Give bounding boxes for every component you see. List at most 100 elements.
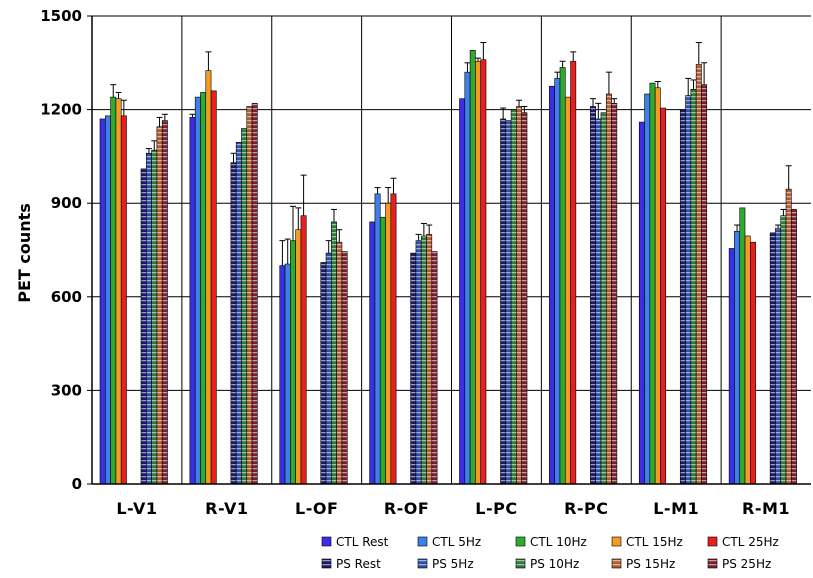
axes: 0 300 600 900 1200 1500 L-V1 R-V1 L-OF R-OF L-PC R-… [40,7,811,518]
bar-L-V1-PS-10Hz [151,149,158,485]
bar-R-PC-PS-Rest [590,106,596,485]
x-tick-label: R-V1 [205,499,248,518]
x-tick-label: R-PC [564,499,608,518]
bar-L-M1-CTL-25Hz [660,107,667,485]
bar-R-M1-CTL-Rest [728,248,735,485]
y-axis-label: PET counts [15,203,34,303]
bar-R-OF-PS-5Hz [415,240,422,485]
bar-R-V1-CTL-5Hz [194,96,201,485]
bar-L-OF-CTL-15Hz [295,229,302,485]
bar-R-M1-CTL-15Hz [744,235,751,485]
bar-R-OF-CTL-Rest [369,221,376,485]
legend-swatch [321,536,332,547]
bar-L-M1-PS-15Hz [695,64,702,485]
x-tick-label: R-OF [384,499,430,518]
bar-L-V1-CTL-15Hz [115,98,122,485]
legend-swatch [611,558,622,569]
bar-R-M1-PS-15Hz [785,188,792,485]
bar-R-OF-CTL-10Hz [379,216,386,485]
bar-L-M1-CTL-Rest [638,121,645,485]
legend-label: CTL 25Hz [722,535,779,549]
bar-L-M1-PS-5Hz [685,95,692,485]
legend-label: PS 25Hz [722,557,771,571]
bar-R-M1-PS-5Hz [775,227,782,485]
bar-R-M1-PS-10Hz [780,215,787,485]
bar-R-V1-PS-Rest [230,162,237,485]
legend-label: PS 15Hz [626,557,675,571]
bar-L-OF-PS-25Hz [341,251,348,485]
bar-R-M1-CTL-10Hz [739,207,746,485]
bar-L-V1-CTL-10Hz [110,96,117,485]
bar-L-M1-CTL-15Hz [654,87,661,485]
bar-L-M1-PS-10Hz [690,89,697,485]
bar-L-M1-CTL-5Hz [644,93,651,485]
bar-L-OF-PS-15Hz [336,241,343,485]
legend: CTL Rest CTL 5Hz CTL 10Hz CTL 15Hz CTL 25Hz P… [321,535,779,571]
bar-L-OF-CTL-10Hz [290,240,296,485]
bar-R-OF-PS-25Hz [431,251,438,485]
bar-L-M1-CTL-10Hz [649,82,656,485]
bar-R-PC-CTL-25Hz [570,60,577,485]
bar-L-V1-CTL-Rest [99,118,106,485]
bar-R-M1-CTL-5Hz [734,230,741,485]
bar-R-V1-PS-15Hz [246,106,253,485]
bar-R-OF-CTL-25Hz [390,193,397,485]
legend-label: CTL 5Hz [432,535,481,549]
legend-swatch [707,536,718,547]
bar-R-V1-CTL-25Hz [210,90,217,485]
bar-L-PC-CTL-Rest [459,98,466,485]
legend-swatch [515,558,526,569]
legend-swatch [417,536,428,547]
bar-L-PC-PS-Rest [500,118,507,485]
bar-R-M1-PS-Rest [769,232,776,485]
legend-label: PS 10Hz [530,557,579,571]
bar-L-OF-PS-5Hz [325,252,332,485]
bar-L-OF-CTL-Rest [279,265,286,485]
bar-L-PC-CTL-10Hz [469,50,476,485]
bar-R-PC-CTL-10Hz [559,67,566,485]
bar-R-OF-PS-10Hz [420,235,427,485]
y-tick-label: 600 [51,288,82,306]
bar-L-V1-CTL-25Hz [120,115,127,485]
bar-L-OF-PS-Rest [320,262,327,485]
bar-L-PC-PS-10Hz [510,109,517,485]
bar-R-OF-PS-Rest [410,252,417,485]
bar-R-PC-PS-15Hz [605,93,612,485]
bar-L-M1-PS-25Hz [701,84,708,485]
x-tick-label: L-M1 [653,499,699,518]
bar-L-PC-PS-5Hz [505,120,512,485]
bar-L-PC-CTL-25Hz [480,59,487,485]
bar-R-PC-PS-25Hz [611,103,618,485]
error-bars-layer [110,42,792,266]
bar-R-V1-CTL-10Hz [200,92,207,485]
bar-L-OF-PS-10Hz [331,221,337,485]
y-tick-label: 1200 [40,101,82,119]
bar-R-V1-PS-25Hz [251,103,258,485]
bars-layer [99,50,797,485]
legend-swatch [417,558,428,569]
bar-R-V1-PS-10Hz [241,128,248,485]
bar-R-M1-CTL-25Hz [750,241,756,485]
bar-R-PC-CTL-Rest [549,85,555,485]
legend-swatch [611,536,622,547]
bar-L-PC-CTL-5Hz [464,71,471,485]
bar-R-V1-PS-5Hz [235,142,242,485]
bar-L-PC-PS-15Hz [516,106,523,485]
x-tick-label: L-PC [475,499,517,518]
bar-R-PC-PS-5Hz [595,118,602,485]
bar-R-M1-PS-25Hz [791,209,797,485]
bar-R-OF-PS-15Hz [426,234,433,485]
x-tick-label: L-V1 [116,499,157,518]
y-tick-label: 900 [51,194,82,212]
bar-L-PC-PS-25Hz [521,112,528,485]
legend-label: PS Rest [336,557,381,571]
bar-L-M1-PS-Rest [679,109,686,485]
legend-swatch [321,558,332,569]
bar-L-V1-PS-15Hz [156,126,163,485]
bar-L-OF-CTL-25Hz [300,215,307,485]
bar-R-OF-CTL-5Hz [374,193,381,485]
y-tick-label: 0 [72,475,82,493]
legend-label: CTL 10Hz [530,535,587,549]
x-tick-label: L-OF [295,499,338,518]
